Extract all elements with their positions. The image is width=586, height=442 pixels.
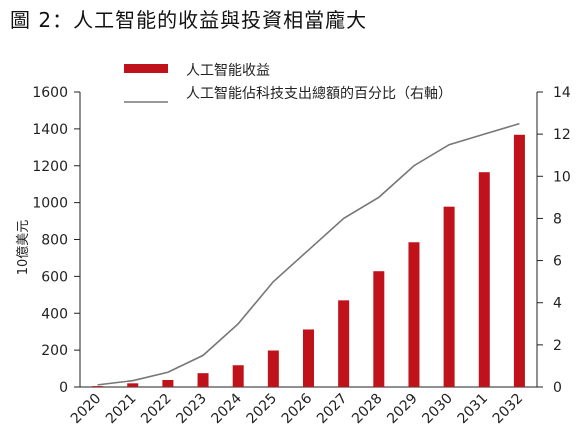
- y-tick-label: 600: [41, 269, 68, 285]
- y2-tick-label: 8: [553, 211, 562, 227]
- legend-bar-swatch: [124, 64, 168, 73]
- y-axis-label: 10億美元: [15, 220, 31, 276]
- revenue-bar: [478, 172, 490, 387]
- x-tick-label: 2030: [419, 391, 456, 428]
- legend-line-label: 人工智能佔科技支出總額的百分比（右軸）: [186, 85, 452, 102]
- y2-tick-label: 12: [553, 127, 571, 143]
- x-tick-label: 2022: [138, 391, 175, 428]
- x-tick-label: 2032: [490, 391, 527, 428]
- y2-tick-label: 6: [553, 254, 562, 270]
- y2-tick-label: 14: [553, 85, 571, 101]
- revenue-bar: [373, 271, 385, 387]
- revenue-bar: [443, 206, 455, 387]
- y-tick-label: 1200: [32, 159, 68, 175]
- y-tick-label: 400: [41, 306, 68, 322]
- y2-tick-label: 0: [553, 380, 562, 396]
- x-tick-label: 2029: [384, 391, 421, 428]
- x-tick-label: 2024: [209, 390, 246, 427]
- y2-tick-label: 10: [553, 169, 571, 185]
- x-tick-label: 2020: [68, 391, 105, 428]
- revenue-bar: [267, 350, 279, 387]
- y-tick-label: 200: [41, 343, 68, 359]
- revenue-bar: [408, 242, 420, 387]
- y-tick-label: 1400: [32, 122, 68, 138]
- revenue-bar: [338, 300, 350, 387]
- x-tick-label: 2021: [103, 391, 140, 428]
- x-tick-label: 2026: [279, 390, 316, 427]
- share-line: [97, 122, 520, 386]
- revenue-bar: [303, 329, 314, 387]
- y2-tick-label: 4: [553, 296, 562, 312]
- revenue-bar: [513, 134, 525, 387]
- x-tick-label: 2028: [349, 391, 386, 428]
- chart-title: 圖 2：人工智能的收益與投資相當龐大: [10, 8, 368, 32]
- legend-bar-label: 人工智能收益: [186, 63, 270, 79]
- x-tick-label: 2023: [173, 391, 210, 428]
- y-tick-label: 0: [59, 380, 68, 396]
- x-tick-label: 2025: [244, 391, 281, 428]
- y-tick-label: 1600: [32, 85, 68, 101]
- revenue-bar: [92, 386, 104, 387]
- x-tick-label: 2031: [455, 391, 492, 428]
- revenue-bar: [162, 379, 174, 387]
- y2-tick-label: 2: [553, 338, 562, 354]
- revenue-bar: [127, 383, 139, 387]
- y-tick-label: 1000: [32, 196, 68, 212]
- revenue-bar: [232, 365, 244, 387]
- y-tick-label: 800: [41, 233, 68, 249]
- x-tick-label: 2027: [314, 391, 351, 428]
- revenue-bar: [197, 373, 209, 387]
